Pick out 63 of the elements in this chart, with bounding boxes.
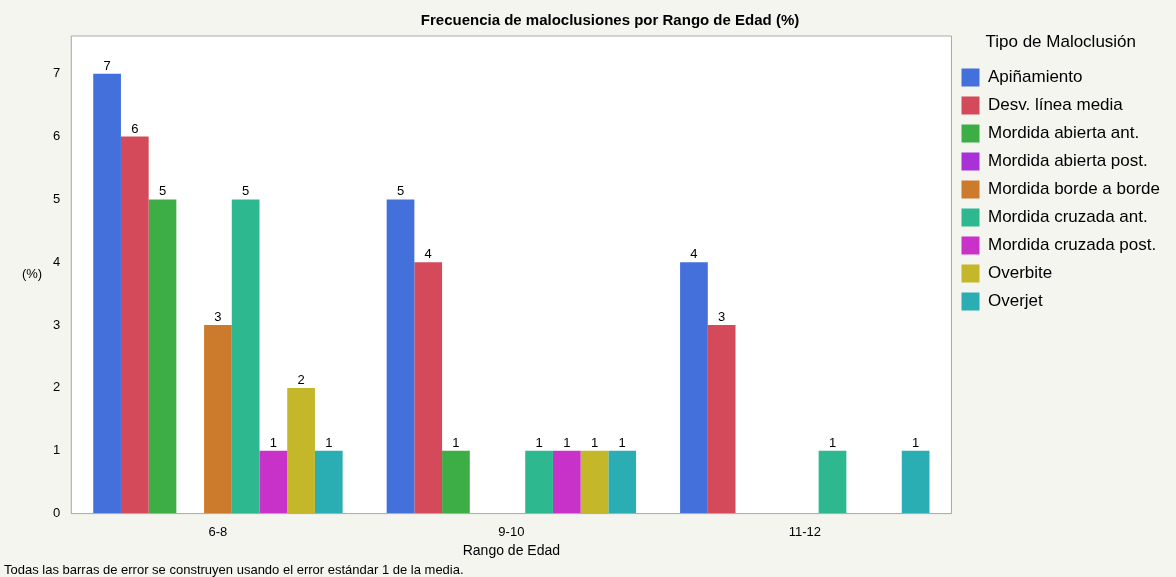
data-label: 1	[912, 434, 920, 450]
legend-label: Desv. línea media	[988, 95, 1124, 115]
data-label: 6	[131, 120, 139, 136]
bar	[552, 450, 581, 514]
legend-label: Mordida abierta ant.	[988, 123, 1140, 143]
legend-label: Overbite	[988, 263, 1053, 283]
data-label: 1	[452, 434, 460, 450]
bar	[287, 387, 315, 514]
y-tick-label: 4	[53, 253, 61, 269]
chart-title: Frecuencia de maloclusiones por Rango de Edad (%)	[420, 11, 800, 29]
data-label: 7	[103, 57, 111, 73]
data-label: 1	[563, 434, 571, 450]
y-tick-label: 2	[53, 379, 61, 395]
y-axis-title: (%)	[21, 266, 43, 282]
bar	[442, 450, 470, 514]
y-tick-label: 3	[53, 316, 61, 332]
legend-title: Tipo de Maloclusión	[985, 32, 1137, 52]
legend-label: Apiñamiento	[988, 67, 1083, 87]
bar	[259, 450, 288, 514]
x-tick-label: 11-12	[788, 523, 821, 539]
y-tick-label: 7	[53, 65, 61, 81]
legend-label: Mordida cruzada post.	[988, 235, 1157, 255]
bar	[148, 199, 177, 514]
bar	[525, 450, 553, 514]
text: Todas las barras de error se construyen usando el error estándar 1 de la media.	[4, 562, 464, 577]
y-tick-label: 1	[53, 442, 61, 458]
bar	[680, 262, 708, 514]
bar	[901, 450, 930, 514]
legend-label: Mordida cruzada ant.	[988, 207, 1148, 227]
data-label: 1	[325, 434, 333, 450]
data-label: 1	[828, 434, 837, 450]
bar	[314, 450, 343, 514]
bar	[386, 199, 415, 514]
bar	[93, 73, 121, 514]
bar	[580, 450, 609, 514]
y-tick-label: 5	[53, 190, 61, 206]
bar	[120, 136, 149, 514]
bar	[414, 262, 443, 514]
y-tick-label: 0	[53, 505, 61, 521]
data-label: 5	[158, 183, 167, 199]
data-label: 1	[269, 434, 277, 450]
data-label: 4	[690, 246, 698, 262]
data-label: 3	[718, 309, 726, 325]
data-label: 4	[424, 246, 432, 262]
bar	[608, 450, 637, 514]
data-label: 5	[396, 183, 405, 199]
data-label: 1	[618, 434, 626, 450]
legend-label: Mordida abierta post.	[988, 151, 1148, 171]
x-tick-label: 6-8	[208, 523, 228, 539]
x-axis-title: Rango de Edad	[462, 542, 561, 559]
legend-label: Mordida borde a borde	[988, 179, 1161, 199]
data-label: 3	[214, 309, 222, 325]
legend-label: Overjet	[988, 291, 1044, 311]
y-tick-label: 6	[53, 128, 61, 144]
data-label: 2	[297, 371, 305, 387]
data-label: 1	[535, 434, 543, 450]
bar	[204, 325, 232, 514]
data-label: 1	[590, 434, 599, 450]
bar	[231, 199, 260, 514]
bar	[818, 450, 847, 514]
bar	[707, 325, 736, 514]
data-label: 5	[242, 183, 250, 199]
x-tick-label: 9-10	[498, 523, 525, 539]
